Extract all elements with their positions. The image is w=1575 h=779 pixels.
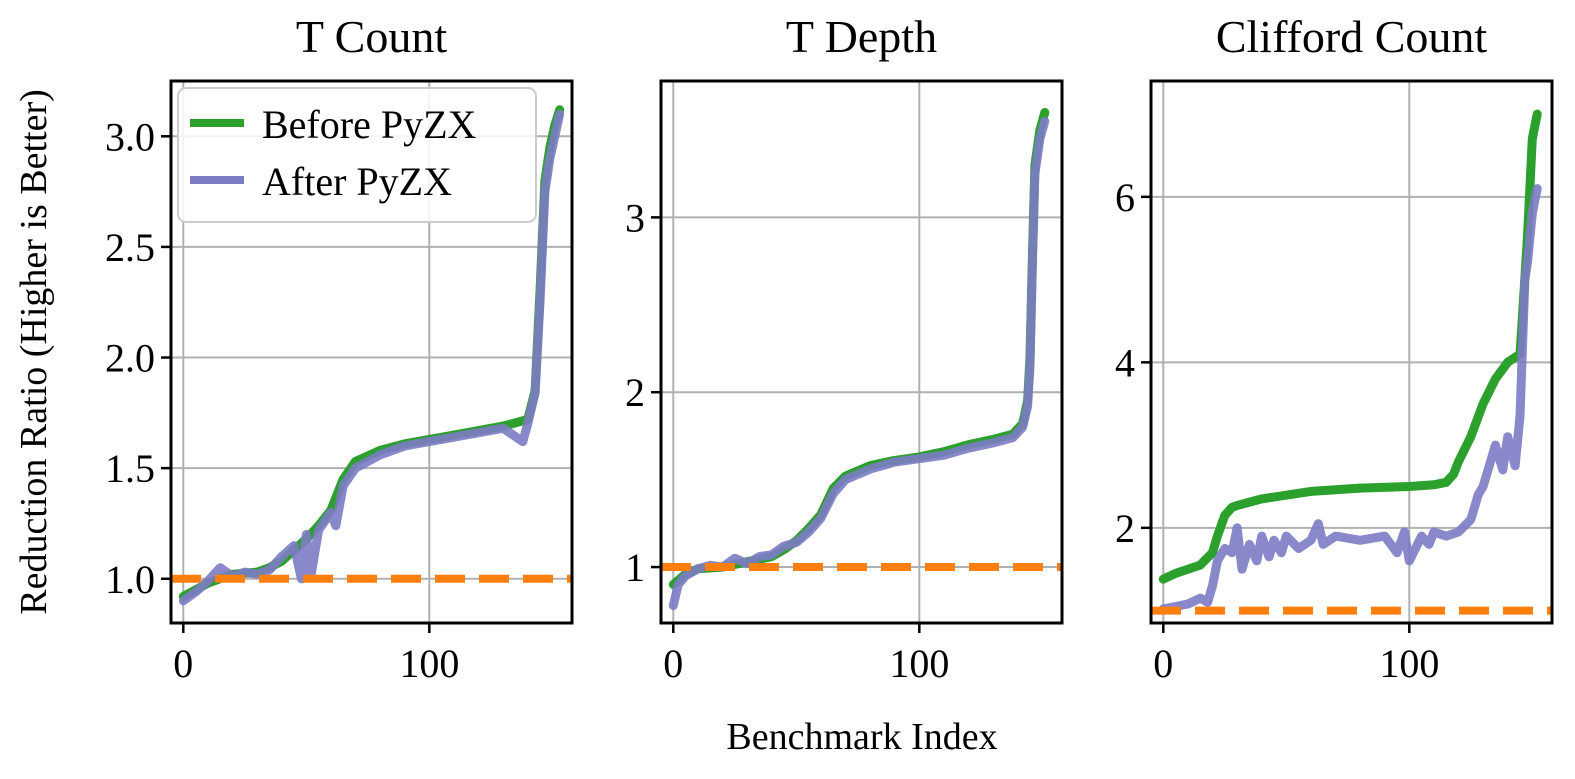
- x-tick-label: 0: [663, 641, 683, 686]
- y-tick-label: 3.0: [105, 114, 155, 159]
- legend-frame: [177, 87, 537, 223]
- x-tick-label: 100: [399, 641, 459, 686]
- series-line-after: [668, 116, 1050, 610]
- series-line-before: [668, 108, 1050, 589]
- x-axis-label: Benchmark Index: [726, 716, 997, 758]
- panel-t-depth: 0 100 1 2 3 T Depth: [625, 11, 1064, 686]
- plot-frame: [659, 79, 1064, 625]
- panel-clifford-count: 0 100 2 4 6 Clifford Count: [1115, 11, 1554, 686]
- y-tick-label: 1: [625, 545, 645, 590]
- panel-title: Clifford Count: [1216, 11, 1488, 62]
- legend-label-before: Before PyZX: [262, 102, 477, 147]
- x-tick-label: 0: [173, 641, 193, 686]
- y-axis-label: Reduction Ratio (Higher is Better): [13, 89, 55, 615]
- y-tick-label: 1.0: [105, 557, 155, 602]
- x-tick-label: 100: [1379, 641, 1439, 686]
- series-line-after: [1158, 184, 1542, 614]
- panel-title: T Count: [296, 11, 447, 62]
- y-tick-label: 6: [1115, 175, 1135, 220]
- plot-area: [171, 105, 572, 606]
- plot-area: [1151, 109, 1552, 615]
- series-line-after: [178, 109, 565, 606]
- panel-title: T Depth: [786, 11, 937, 62]
- y-tick-label: 1.5: [105, 446, 155, 491]
- y-tick-label: 2: [1115, 506, 1135, 551]
- y-tick-label: 4: [1115, 340, 1135, 385]
- x-tick-label: 100: [889, 641, 949, 686]
- legend-label-after: After PyZX: [262, 159, 452, 204]
- y-tick-label: 2.5: [105, 225, 155, 270]
- y-tick-label: 2: [625, 370, 645, 415]
- plot-area: [661, 108, 1062, 610]
- panel-t-count: 0 100 1.0 1.5 2.0 2.5 3.0 T Count: [105, 11, 574, 686]
- legend: Before PyZX After PyZX: [177, 87, 537, 223]
- x-tick-label: 0: [1153, 641, 1173, 686]
- plot-frame: [1149, 79, 1554, 625]
- y-tick-label: 3: [625, 195, 645, 240]
- y-tick-label: 2.0: [105, 336, 155, 381]
- plot-frame: [169, 79, 574, 625]
- series-line-before: [1158, 109, 1542, 584]
